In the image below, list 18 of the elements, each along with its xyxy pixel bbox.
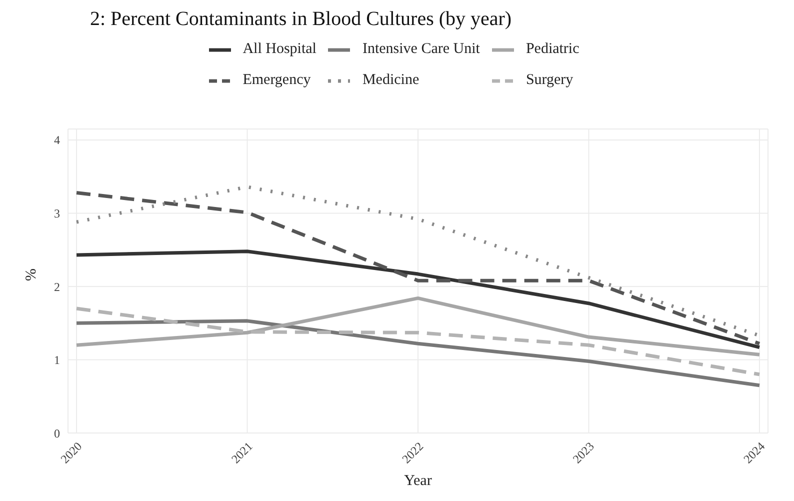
line-series: [74, 296, 762, 356]
y-tick-label: 3: [54, 206, 60, 220]
y-tick-label: 1: [54, 353, 60, 368]
line-series: [74, 250, 762, 350]
legend-label: Surgery: [526, 72, 574, 89]
legend-label: Emergency: [242, 72, 311, 89]
x-axis-title: Year: [404, 473, 432, 489]
line-series: [74, 319, 762, 388]
legend-label: Pediatric: [526, 41, 580, 58]
y-tick-label: 4: [54, 133, 60, 148]
legend-label: All Hospital: [242, 41, 316, 58]
chart-title: 2: Percent Contaminants in Blood Cultures (by year): [90, 8, 513, 31]
legend-label: Medicine: [362, 72, 420, 89]
y-axis-title: %: [23, 268, 40, 281]
y-tick-label: 0: [54, 426, 60, 440]
y-tick-label: 2: [54, 280, 60, 294]
legend-label: Intensive Care Unit: [362, 41, 480, 58]
line-series: [74, 306, 762, 376]
